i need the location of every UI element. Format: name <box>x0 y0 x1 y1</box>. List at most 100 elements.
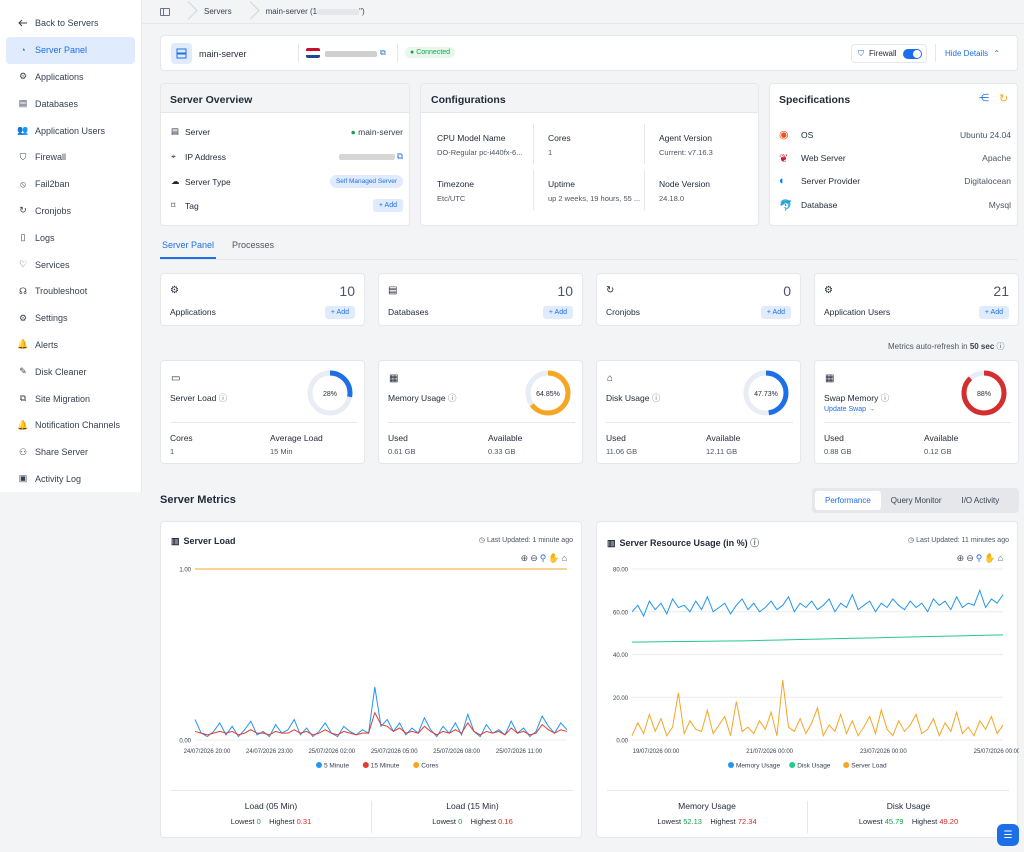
sidebar-item-services[interactable]: ♡ Services <box>6 251 135 278</box>
gauge-percent: 47.73% <box>754 391 778 398</box>
gauge-fill <box>961 370 1007 416</box>
add-button[interactable]: + Add <box>978 306 1009 319</box>
gauge-stat-label: Average Load <box>270 433 323 443</box>
share-icon[interactable]: ⋲ <box>979 93 989 104</box>
spec-label: Database <box>801 200 838 210</box>
sidebar-item-firewall[interactable]: ⛉ Firewall <box>6 144 135 171</box>
sidebar-item-server-panel[interactable]: ◔ Server Panel <box>6 36 135 64</box>
gear-icon: ⚙ <box>18 312 28 323</box>
sidebar-item-logs[interactable]: ▯ Logs <box>6 224 135 251</box>
legend-marker <box>843 762 850 768</box>
zoom-select-icon: ⚲ <box>975 553 985 563</box>
config-value: 1 <box>548 148 553 157</box>
firewall-toggle[interactable]: ⛉ Firewall <box>851 44 927 63</box>
chart-toolbar[interactable]: ⊕⊖⚲✋⌂ <box>521 553 569 564</box>
legend-label: Disk Usage <box>797 763 831 770</box>
sidebar-item-label: Site Migration <box>35 393 91 404</box>
config-label: Node Version <box>659 179 711 189</box>
copy-icon[interactable]: ⧉ <box>396 151 403 161</box>
tab-server-panel[interactable]: Server Panel <box>162 240 215 250</box>
tab-io-activity[interactable]: I/O Activity <box>961 496 1000 505</box>
copy-icon[interactable]: ⧉ <box>380 48 386 57</box>
y-tick-label: 0.00 <box>616 739 628 745</box>
update-swap-link[interactable]: Update Swap → <box>824 406 875 413</box>
sidebar-item-label: Share Server <box>35 447 89 458</box>
sidebar-item-label: Firewall <box>35 152 67 163</box>
back-to-servers-link[interactable]: Back to Servers <box>6 10 135 37</box>
location-pin-icon: ⌖ <box>171 151 176 161</box>
shield-icon: ⛉ <box>19 151 27 162</box>
x-tick-label: 25/07/2026 11:00 <box>496 749 543 755</box>
tab-processes[interactable]: Processes <box>232 240 275 250</box>
sidebar-item-notification-channels[interactable]: 🔔 Notification Channels <box>6 412 135 439</box>
hide-details-button[interactable]: Hide Details ⌃ <box>945 49 1001 58</box>
zoom-out-icon: ⊖ <box>530 553 540 563</box>
config-title: Configurations <box>431 94 506 106</box>
sidebar-item-disk-cleaner[interactable]: ✎ Disk Cleaner <box>6 358 135 385</box>
sidebar-item-site-migration[interactable]: ⧉ Site Migration <box>6 385 135 412</box>
refresh-icon[interactable]: ↻ <box>999 93 1009 105</box>
x-tick-label: 25/07/2026 08:00 <box>433 749 480 755</box>
gauge-percent: 28% <box>323 391 337 398</box>
home-icon: ⌂ <box>997 553 1005 563</box>
sidebar-item-application-users[interactable]: 👥 Application Users <box>6 117 135 144</box>
tab-query-monitor[interactable]: Query Monitor <box>890 496 942 505</box>
sidebar-item-databases[interactable]: ▤ Databases <box>6 90 135 117</box>
sidebar-item-troubleshoot[interactable]: ☊ Troubleshoot <box>6 278 135 305</box>
config-label: Agent Version <box>659 133 712 143</box>
add-button[interactable]: + Add <box>760 306 791 319</box>
legend-label: Server Load <box>851 763 887 770</box>
server-overview-card: Server Overview ▤ Server ● main-server ⌖ I… <box>160 83 410 226</box>
share-icon: ⚇ <box>18 446 28 457</box>
sidebar-item-fail2ban[interactable]: ⦸ Fail2ban <box>6 171 135 198</box>
config-value: up 2 weeks, 19 hours, 55 ... <box>548 194 641 203</box>
footer-stat-label: Memory Usage <box>678 801 736 811</box>
info-icon: ⓘ <box>218 393 228 403</box>
add-button[interactable]: + Add <box>324 306 355 319</box>
sidebar-item-label: Applications <box>35 71 84 82</box>
config-label: Cores <box>548 133 571 143</box>
footer-stat-values: Lowest 0 Highest 0.31 <box>230 817 312 826</box>
refresh-icon: ↻ <box>606 285 615 296</box>
breadcrumb-servers[interactable]: Servers <box>204 7 232 16</box>
y-tick-label: 80.00 <box>613 568 629 574</box>
bar-chart-icon: ▥ <box>607 538 616 548</box>
firewall-switch[interactable] <box>902 48 922 59</box>
sidebar-item-activity-log[interactable]: ▣ Activity Log <box>6 466 135 493</box>
sidebar-toggle-icon[interactable] <box>160 7 170 16</box>
y-tick-label: 60.00 <box>613 610 629 616</box>
tab-performance[interactable]: Performance <box>815 491 881 510</box>
gauge-stat-label: Available <box>488 433 523 443</box>
y-tick-label: 20.00 <box>613 696 629 702</box>
ip-value-masked: ⧉ <box>338 151 403 162</box>
info-icon: ⓘ <box>996 342 1005 351</box>
sidebar-item-settings[interactable]: ⚙ Settings <box>6 305 135 332</box>
chart-title: ▥ Server Resource Usage (in %) ⓘ <box>607 538 760 548</box>
count-label: Databases <box>388 307 429 317</box>
chat-support-icon[interactable]: ☰ <box>997 824 1019 846</box>
sidebar-item-share-server[interactable]: ⚇ Share Server <box>6 439 135 466</box>
add-tag-button[interactable]: + Add <box>372 199 403 212</box>
count-card-databases: ▤ 10 Databases + Add <box>378 273 583 326</box>
gauge-stat-value: 11.06 GB <box>606 447 638 456</box>
footer-stat: Disk Usage Lowest 45.79 Highest 49.20 <box>808 801 1009 833</box>
add-button[interactable]: + Add <box>542 306 573 319</box>
footer-stat: Load (15 Min) Lowest 0 Highest 0.16 <box>372 801 573 833</box>
server-icon: ▤ <box>171 126 180 136</box>
bell-icon: 🔔 <box>17 339 29 350</box>
tag-icon: ⌑ <box>171 200 176 210</box>
config-value: Current: v7.16.3 <box>659 148 713 157</box>
sidebar-item-applications[interactable]: ⚙ Applications <box>6 64 135 91</box>
config-cell: Timezone Etc/UTC <box>431 170 534 210</box>
config-cell: Uptime up 2 weeks, 19 hours, 55 ... <box>542 170 645 210</box>
gauge-title: Disk Usage ⓘ <box>606 393 661 403</box>
y-tick-label: 40.00 <box>613 653 629 659</box>
legend-marker <box>728 762 734 768</box>
config-label: CPU Model Name <box>437 133 506 143</box>
back-label: Back to Servers <box>35 18 99 29</box>
monitor-icon: ▭ <box>171 373 181 384</box>
apps-icon: ⚙ <box>170 285 179 296</box>
sidebar-item-cronjobs[interactable]: ↻ Cronjobs <box>6 198 135 225</box>
sidebar-item-alerts[interactable]: 🔔 Alerts <box>6 332 135 359</box>
chart-toolbar[interactable]: ⊕⊖⚲✋⌂ <box>957 553 1005 564</box>
